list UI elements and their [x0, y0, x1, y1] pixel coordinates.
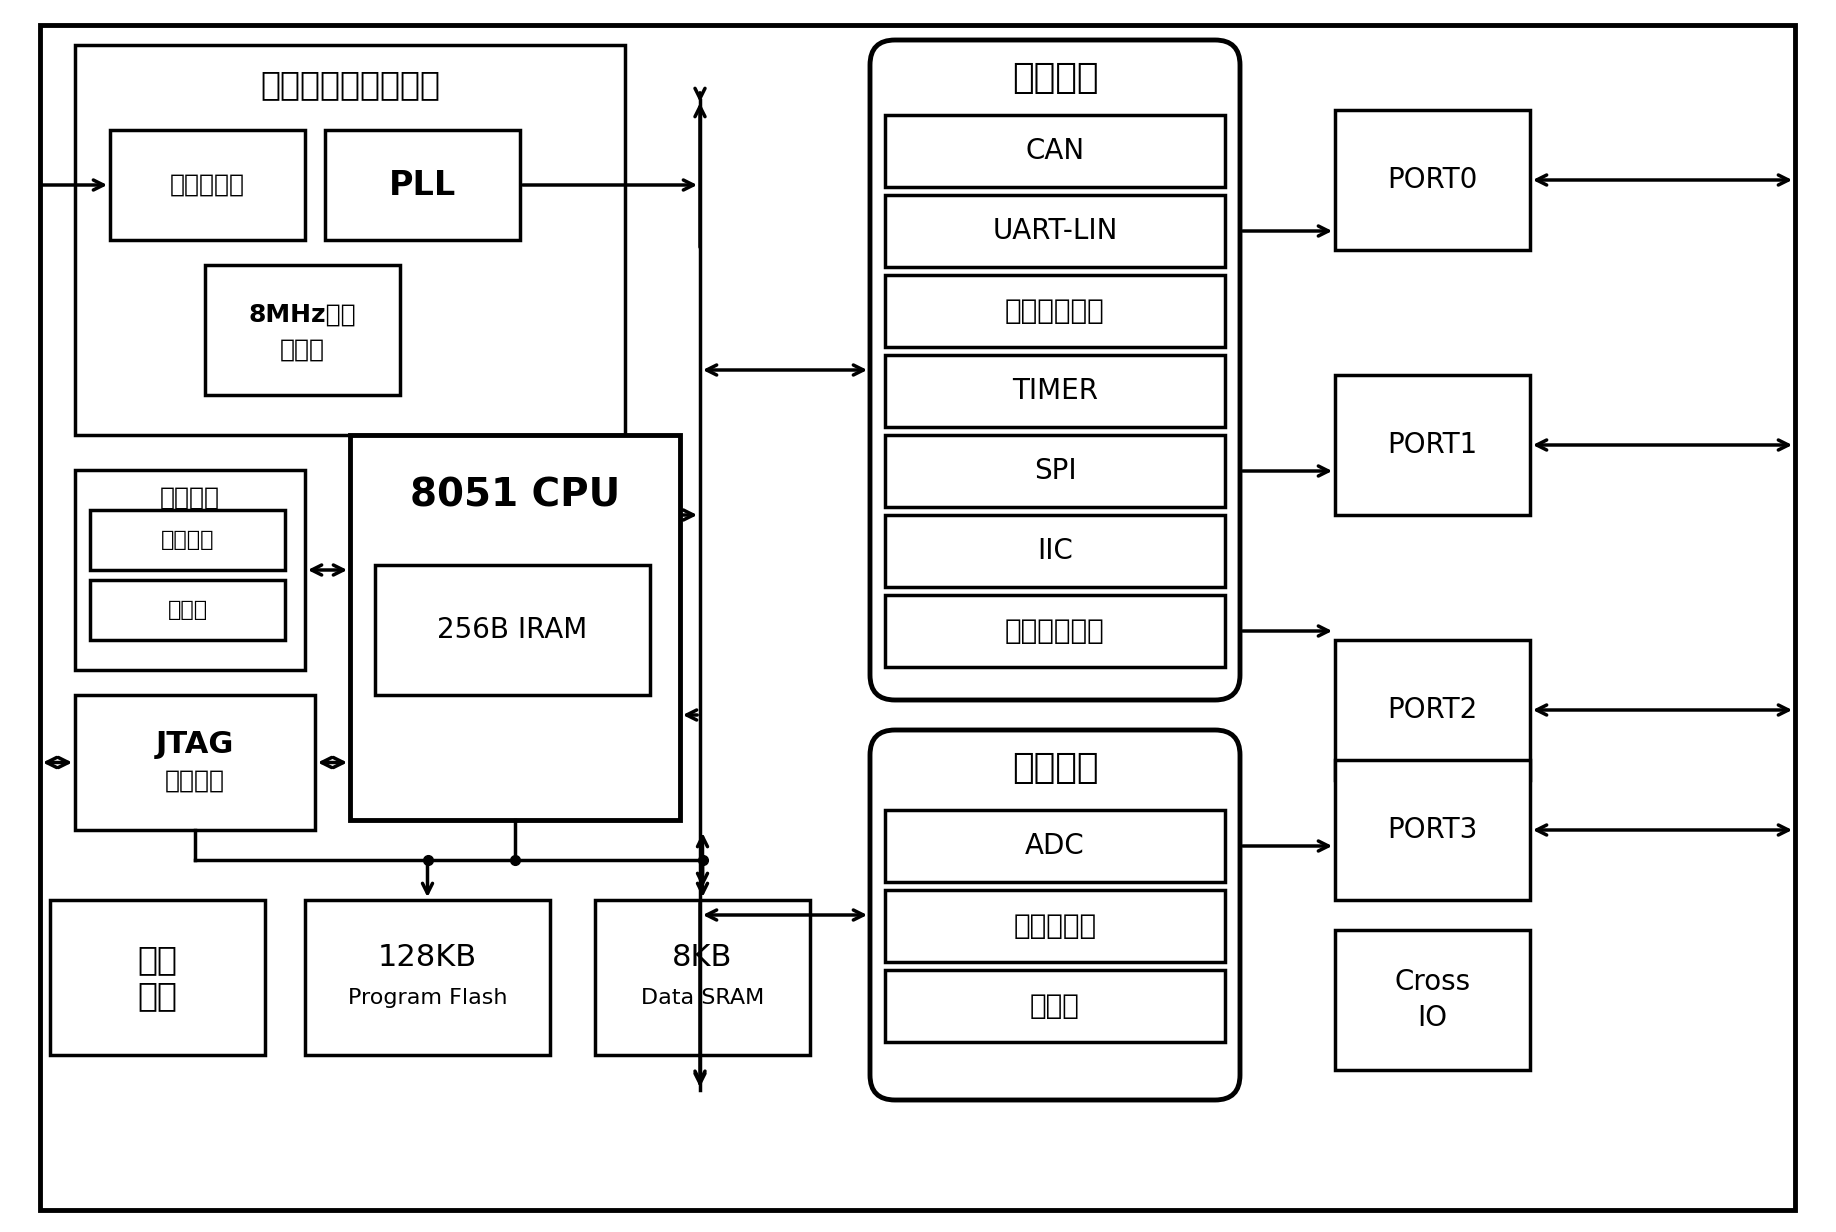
Bar	[50, 901, 264, 1055]
FancyBboxPatch shape	[870, 39, 1239, 700]
Bar	[1335, 930, 1529, 1071]
Bar	[351, 435, 679, 821]
Text: 256B IRAM: 256B IRAM	[437, 616, 588, 644]
Bar	[1335, 375, 1529, 515]
Text: 模拟外设: 模拟外设	[1012, 752, 1098, 785]
Text: 脉冲宽度调制: 脉冲宽度调制	[1004, 297, 1105, 325]
Text: PLL: PLL	[389, 169, 455, 202]
Text: 电源: 电源	[138, 942, 178, 976]
Bar	[595, 901, 810, 1055]
Bar	[90, 580, 285, 639]
Text: Cross: Cross	[1394, 968, 1471, 995]
Text: 外部振荡器: 外部振荡器	[171, 172, 244, 197]
Text: 多模式时钟产生模块: 多模式时钟产生模块	[261, 69, 441, 101]
Bar	[885, 435, 1225, 508]
Bar	[1335, 110, 1529, 250]
Bar	[1335, 760, 1529, 901]
Text: 实时时钟模块: 实时时钟模块	[1004, 617, 1105, 646]
Bar	[885, 809, 1225, 882]
Text: 数字外设: 数字外设	[1012, 62, 1098, 95]
Text: 低压检测: 低压检测	[162, 530, 215, 549]
Bar	[885, 115, 1225, 187]
Text: Program Flash: Program Flash	[347, 988, 507, 1008]
Text: 失效保护: 失效保护	[160, 485, 220, 510]
Bar	[885, 595, 1225, 667]
Text: 128KB: 128KB	[378, 942, 477, 972]
Text: 管理: 管理	[138, 979, 178, 1011]
Text: 看门狗: 看门狗	[167, 600, 207, 620]
Text: 8MHz内部: 8MHz内部	[248, 303, 356, 326]
Text: PORT3: PORT3	[1388, 816, 1478, 844]
Text: 振荡器: 振荡器	[281, 338, 325, 362]
Bar	[885, 515, 1225, 586]
Text: 片上调试: 片上调试	[165, 769, 226, 792]
Text: PORT2: PORT2	[1388, 696, 1478, 724]
Bar	[75, 469, 305, 670]
Bar	[885, 275, 1225, 347]
Text: 8KB: 8KB	[672, 942, 733, 972]
Text: ADC: ADC	[1024, 832, 1085, 860]
Text: CAN: CAN	[1026, 137, 1085, 165]
Text: 比较器: 比较器	[1030, 992, 1080, 1020]
Text: Data SRAM: Data SRAM	[641, 988, 764, 1008]
Bar	[75, 695, 316, 830]
Text: 8051 CPU: 8051 CPU	[409, 476, 621, 514]
Bar	[885, 355, 1225, 428]
Bar	[206, 265, 400, 395]
Bar	[110, 131, 305, 240]
Bar	[885, 195, 1225, 267]
Bar	[885, 890, 1225, 962]
FancyBboxPatch shape	[870, 731, 1239, 1100]
Bar	[375, 565, 650, 695]
Text: SPI: SPI	[1034, 457, 1076, 485]
Text: PORT1: PORT1	[1388, 431, 1478, 460]
Bar	[75, 46, 624, 435]
Text: UART-LIN: UART-LIN	[991, 217, 1118, 245]
Bar	[325, 131, 520, 240]
Text: IIC: IIC	[1037, 537, 1072, 565]
Bar	[90, 510, 285, 570]
Text: 温度传感器: 温度传感器	[1013, 912, 1096, 940]
Bar	[885, 970, 1225, 1042]
Text: JTAG: JTAG	[156, 731, 235, 759]
Bar	[1335, 639, 1529, 780]
Text: TIMER: TIMER	[1012, 377, 1098, 405]
Text: IO: IO	[1417, 1004, 1447, 1032]
Bar	[305, 901, 551, 1055]
Text: PORT0: PORT0	[1388, 166, 1478, 193]
